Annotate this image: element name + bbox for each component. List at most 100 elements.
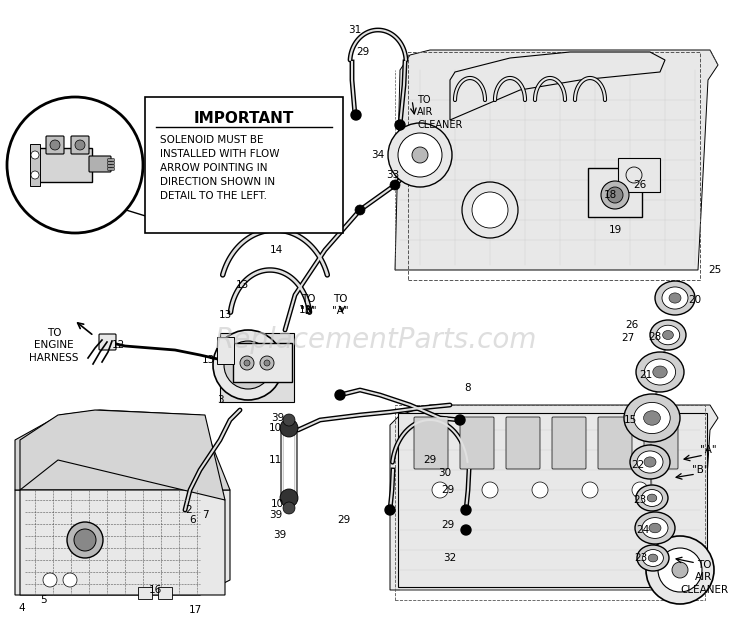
Polygon shape	[15, 490, 230, 595]
Text: 5: 5	[40, 595, 46, 605]
Text: TO
"B": TO "B"	[300, 294, 316, 316]
Text: 29: 29	[423, 455, 436, 465]
Ellipse shape	[642, 517, 668, 539]
Ellipse shape	[630, 445, 670, 479]
Circle shape	[646, 536, 714, 604]
Text: 19: 19	[608, 225, 622, 235]
Circle shape	[462, 182, 518, 238]
Ellipse shape	[644, 359, 676, 385]
FancyBboxPatch shape	[398, 413, 707, 587]
Text: 15: 15	[623, 415, 637, 425]
FancyBboxPatch shape	[99, 334, 116, 350]
Text: 10: 10	[271, 499, 284, 509]
Circle shape	[461, 525, 471, 535]
Circle shape	[395, 120, 405, 130]
Circle shape	[632, 482, 648, 498]
Text: TO
AIR
CLEANER: TO AIR CLEANER	[417, 95, 462, 130]
Text: 13: 13	[218, 310, 232, 320]
FancyBboxPatch shape	[460, 417, 494, 469]
Circle shape	[280, 489, 298, 507]
Text: 39: 39	[274, 530, 286, 540]
Circle shape	[412, 147, 428, 163]
Text: 8: 8	[465, 383, 471, 393]
FancyBboxPatch shape	[46, 136, 64, 154]
FancyBboxPatch shape	[281, 429, 297, 501]
Circle shape	[601, 181, 629, 209]
FancyBboxPatch shape	[414, 417, 448, 469]
Text: TO
ENGINE
HARNESS: TO ENGINE HARNESS	[29, 328, 79, 363]
FancyBboxPatch shape	[145, 97, 343, 233]
Text: 29: 29	[441, 485, 454, 495]
Text: 29: 29	[441, 520, 454, 530]
Polygon shape	[390, 405, 718, 590]
Text: 22: 22	[632, 460, 644, 470]
Text: 13: 13	[201, 355, 214, 365]
Circle shape	[31, 171, 39, 179]
Circle shape	[7, 97, 143, 233]
FancyBboxPatch shape	[220, 333, 294, 402]
Text: 30: 30	[439, 468, 452, 478]
FancyBboxPatch shape	[108, 168, 114, 170]
Ellipse shape	[624, 394, 680, 442]
Circle shape	[63, 573, 77, 587]
Circle shape	[260, 356, 274, 370]
FancyBboxPatch shape	[89, 156, 111, 172]
Circle shape	[283, 502, 295, 514]
Text: 10: 10	[268, 423, 281, 433]
Circle shape	[455, 415, 465, 425]
Text: 31: 31	[349, 25, 361, 35]
Text: TO
AIR
CLEANER: TO AIR CLEANER	[680, 560, 728, 595]
Text: 26: 26	[626, 320, 638, 330]
Text: 26: 26	[633, 180, 646, 190]
Ellipse shape	[647, 494, 657, 502]
Ellipse shape	[643, 550, 664, 566]
Text: SOLENOID MUST BE
INSTALLED WITH FLOW
ARROW POINTING IN
DIRECTION SHOWN IN
DETAIL: SOLENOID MUST BE INSTALLED WITH FLOW ARR…	[160, 135, 280, 201]
Text: 24: 24	[636, 525, 650, 535]
Circle shape	[244, 360, 250, 366]
Polygon shape	[20, 410, 225, 500]
Text: 23: 23	[634, 553, 647, 563]
Text: 12: 12	[112, 340, 125, 350]
Text: "A": "A"	[700, 445, 716, 455]
Text: "B": "B"	[692, 465, 708, 475]
Circle shape	[75, 140, 85, 150]
Polygon shape	[450, 52, 665, 120]
Ellipse shape	[636, 485, 668, 511]
Text: 21: 21	[639, 370, 652, 380]
Circle shape	[351, 110, 361, 120]
FancyBboxPatch shape	[506, 417, 540, 469]
Circle shape	[31, 151, 39, 159]
FancyBboxPatch shape	[71, 136, 89, 154]
Circle shape	[280, 419, 298, 437]
FancyBboxPatch shape	[598, 417, 632, 469]
Text: 17: 17	[188, 605, 202, 615]
Circle shape	[658, 548, 702, 592]
Circle shape	[607, 187, 623, 203]
Ellipse shape	[636, 352, 684, 392]
Text: TO
"A": TO "A"	[332, 294, 348, 316]
Ellipse shape	[662, 287, 688, 309]
Circle shape	[582, 482, 598, 498]
Text: 2: 2	[186, 505, 192, 515]
Text: 39: 39	[269, 510, 283, 520]
FancyBboxPatch shape	[138, 587, 152, 599]
Circle shape	[224, 341, 272, 389]
Ellipse shape	[644, 457, 656, 467]
Text: 6: 6	[190, 515, 196, 525]
Circle shape	[213, 330, 283, 400]
Circle shape	[398, 133, 442, 177]
FancyBboxPatch shape	[158, 587, 172, 599]
Ellipse shape	[656, 325, 680, 345]
Text: 32: 32	[443, 553, 457, 563]
Ellipse shape	[641, 490, 662, 506]
Text: 14: 14	[269, 245, 283, 255]
Ellipse shape	[655, 281, 695, 315]
FancyBboxPatch shape	[108, 158, 114, 162]
Circle shape	[43, 573, 57, 587]
Circle shape	[390, 180, 400, 190]
Ellipse shape	[644, 411, 661, 425]
FancyBboxPatch shape	[552, 417, 586, 469]
Text: 16: 16	[148, 585, 162, 595]
Circle shape	[283, 414, 295, 426]
Polygon shape	[395, 50, 718, 270]
